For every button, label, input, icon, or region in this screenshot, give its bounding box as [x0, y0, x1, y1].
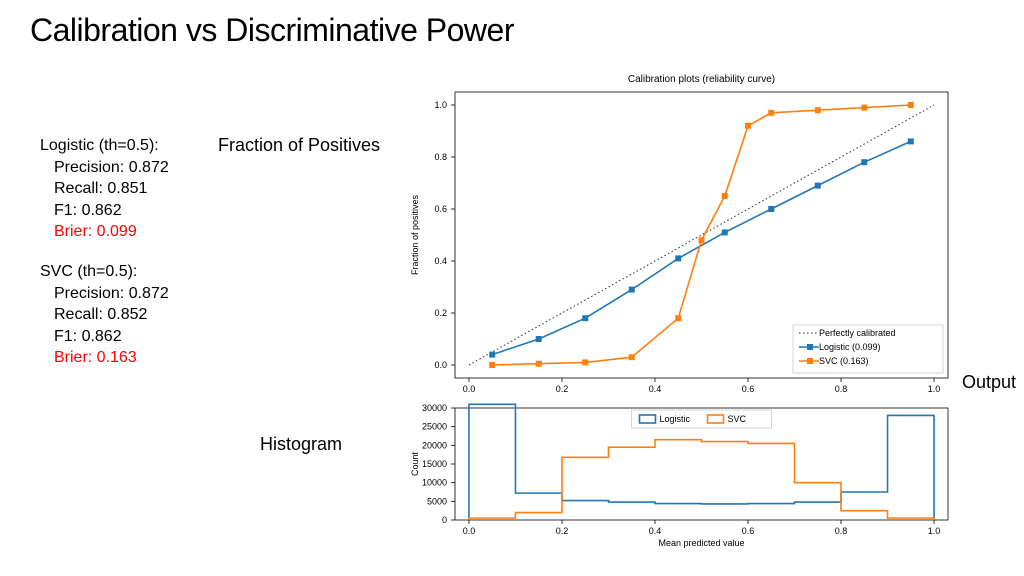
- svg-text:Fraction of positives: Fraction of positives: [410, 194, 420, 275]
- output-label: Output: [962, 372, 1016, 393]
- svg-text:0.2: 0.2: [556, 384, 569, 394]
- svg-text:0.8: 0.8: [835, 384, 848, 394]
- svg-text:0.6: 0.6: [742, 384, 755, 394]
- histogram-label: Histogram: [260, 434, 342, 455]
- svg-text:0.6: 0.6: [742, 526, 755, 536]
- svg-text:Calibration plots (reliabilit: Calibration plots (reliability curve): [628, 74, 775, 85]
- page-title: Calibration vs Discriminative Power: [30, 12, 514, 49]
- logistic-precision: Precision: 0.872: [40, 157, 169, 179]
- svg-text:0.0: 0.0: [434, 360, 447, 370]
- svg-text:0.8: 0.8: [835, 526, 848, 536]
- logistic-f1: F1: 0.862: [40, 200, 169, 222]
- svg-text:SVC (0.163): SVC (0.163): [819, 356, 869, 366]
- svc-recall: Recall: 0.852: [40, 304, 169, 326]
- svg-text:Logistic (0.099): Logistic (0.099): [819, 342, 881, 352]
- svg-text:0.4: 0.4: [649, 384, 662, 394]
- chart-container: Calibration plots (reliability curve) 0.0…: [400, 70, 960, 550]
- svg-text:0.0: 0.0: [463, 526, 476, 536]
- svg-text:1.0: 1.0: [928, 384, 941, 394]
- svg-text:0.4: 0.4: [649, 526, 662, 536]
- svc-f1: F1: 0.862: [40, 326, 169, 348]
- calibration-chart: Calibration plots (reliability curve) 0.0…: [400, 70, 960, 400]
- histogram-chart: 0.0 0.2 0.4 0.6 0.8 1.0 0 5000 10000 15000 20000 25…: [400, 400, 960, 550]
- svg-text:10000: 10000: [422, 478, 447, 488]
- svg-text:0.6: 0.6: [434, 204, 447, 214]
- logistic-header: Logistic (th=0.5):: [40, 135, 169, 157]
- fraction-label: Fraction of Positives: [218, 135, 380, 156]
- svg-text:Logistic: Logistic: [660, 414, 691, 424]
- svg-text:0.4: 0.4: [434, 256, 447, 266]
- stats-block: Logistic (th=0.5): Precision: 0.872 Reca…: [40, 135, 169, 369]
- svg-text:25000: 25000: [422, 422, 447, 432]
- svg-text:0.2: 0.2: [434, 308, 447, 318]
- svg-text:30000: 30000: [422, 403, 447, 413]
- svg-text:20000: 20000: [422, 440, 447, 450]
- svg-text:0.8: 0.8: [434, 152, 447, 162]
- svg-text:0.2: 0.2: [556, 526, 569, 536]
- svg-text:1.0: 1.0: [928, 526, 941, 536]
- svg-text:Count: Count: [410, 452, 420, 477]
- svg-text:15000: 15000: [422, 459, 447, 469]
- svc-header: SVC (th=0.5):: [40, 261, 169, 283]
- svg-text:0: 0: [442, 515, 447, 525]
- svc-brier: Brier: 0.163: [40, 347, 169, 369]
- svg-text:1.0: 1.0: [434, 100, 447, 110]
- svg-text:Mean predicted value: Mean predicted value: [658, 538, 744, 548]
- svg-text:5000: 5000: [427, 496, 447, 506]
- svg-text:Perfectly calibrated: Perfectly calibrated: [819, 328, 896, 338]
- svc-precision: Precision: 0.872: [40, 283, 169, 305]
- logistic-brier: Brier: 0.099: [40, 221, 169, 243]
- svg-text:0.0: 0.0: [463, 384, 476, 394]
- logistic-recall: Recall: 0.851: [40, 178, 169, 200]
- svg-text:SVC: SVC: [728, 414, 747, 424]
